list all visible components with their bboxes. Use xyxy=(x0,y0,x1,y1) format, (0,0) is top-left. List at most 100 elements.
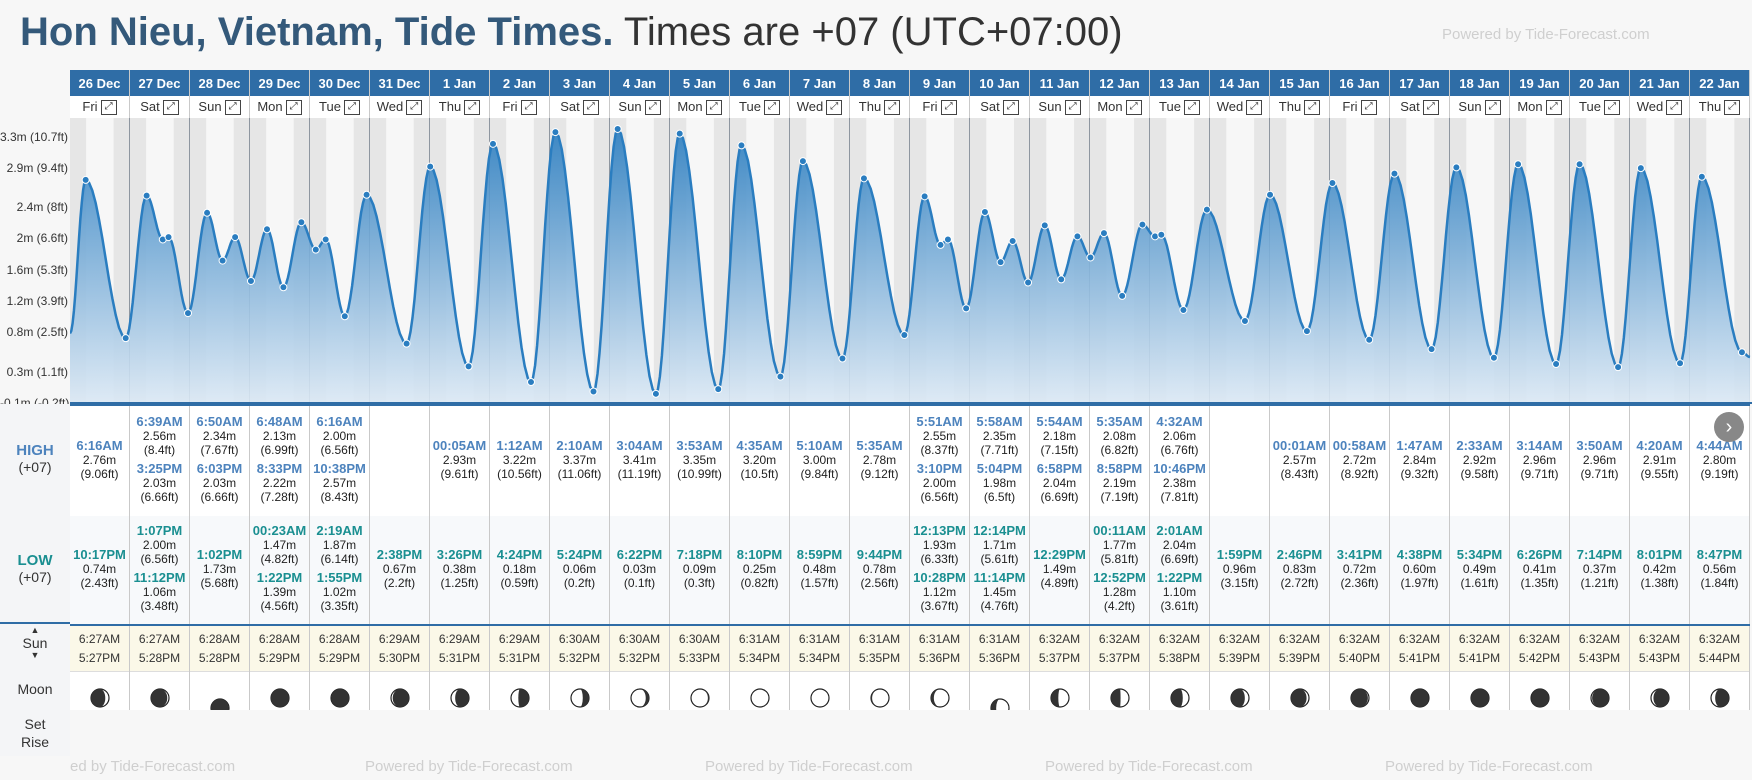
high-tide-meters: 2.22m xyxy=(262,476,297,490)
high-tide-meters: 3.41m xyxy=(622,452,657,467)
tide-point xyxy=(1697,172,1706,181)
expand-icon[interactable]: ⤢ xyxy=(1125,100,1142,116)
tide-point xyxy=(297,218,306,227)
sunrise-time: 6:29AM xyxy=(438,631,481,646)
expand-icon[interactable]: ⤢ xyxy=(884,100,901,116)
moon-cell: 12:24PM00:54AM xyxy=(1089,671,1150,710)
sun-legend[interactable]: ▲ Sun ▼ xyxy=(0,622,70,669)
expand-icon[interactable]: ⤢ xyxy=(1304,100,1321,116)
expand-icon[interactable]: ⤢ xyxy=(763,100,780,116)
expand-icon[interactable]: ⤢ xyxy=(1360,100,1377,116)
sunrise-time: 6:27AM xyxy=(138,631,181,646)
high-tide-meters: 2.38m xyxy=(1162,476,1197,490)
high-tide-meters: 2.35m xyxy=(982,429,1017,443)
low-tide-row: 10:17PM 0.74m (2.43ft) 1:07PM 2.00m (6.56ft) 1… xyxy=(70,516,1750,625)
low-tide-meters: 0.56m xyxy=(1702,561,1737,576)
sun-toggle-down-icon[interactable]: ▼ xyxy=(30,650,40,660)
sunset-time: 5:37PM xyxy=(1098,650,1141,665)
low-tide-time: 1:02PM xyxy=(196,546,243,562)
low-tide-feet: (1.57ft) xyxy=(800,575,839,590)
expand-icon[interactable]: ⤢ xyxy=(1064,100,1081,116)
expand-icon[interactable]: ⤢ xyxy=(1246,100,1263,116)
sunset-time: 5:41PM xyxy=(1398,650,1441,665)
low-tide-cell: 6:22PM 0.03m (0.1ft) xyxy=(609,516,670,625)
tide-point xyxy=(1328,179,1337,188)
moon-cell: 4:17PM5:17AM xyxy=(1389,671,1450,710)
expand-icon[interactable]: ⤢ xyxy=(1422,100,1439,116)
weekday-cell: Wed ⤢ xyxy=(1629,96,1690,118)
expand-icon[interactable]: ⤢ xyxy=(1724,100,1741,116)
moon-phase-icon xyxy=(569,688,590,708)
moon-cell: 8:08AM7:37PM xyxy=(669,671,730,710)
expand-icon[interactable]: ⤢ xyxy=(464,100,481,116)
date-label: 6 Jan xyxy=(742,75,777,91)
timezone-note: Times are +07 (UTC+07:00) xyxy=(623,10,1123,54)
low-tide-cell: 9:44PM 0.78m (2.56ft) xyxy=(849,516,910,625)
low-tide-cell: 00:11AM 1.77m (5.81ft) 12:52PM 1.28m (4.2ft) xyxy=(1089,516,1150,625)
low-tide-meters: 0.41m xyxy=(1522,561,1557,576)
low-tide-feet: (5.61ft) xyxy=(980,552,1019,566)
low-tide-meters: 0.67m xyxy=(382,561,417,576)
expand-icon[interactable]: ⤢ xyxy=(940,100,957,116)
expand-icon[interactable]: ⤢ xyxy=(520,100,537,116)
expand-icon[interactable]: ⤢ xyxy=(285,100,302,116)
high-tide-feet: (8.43ft) xyxy=(320,490,359,504)
low-tide-cell: 5:34PM 0.49m (1.61ft) xyxy=(1449,516,1510,625)
low-tide-meters: 1.02m xyxy=(322,585,357,599)
expand-icon[interactable]: ⤢ xyxy=(826,100,843,116)
date-cell: 4 Jan xyxy=(609,70,670,96)
y-tick-label: 2m (6.6ft) xyxy=(16,231,68,246)
sunset-time: 5:39PM xyxy=(1218,650,1261,665)
high-tide-cell: 1:47AM 2.84m (9.32ft) xyxy=(1389,404,1450,516)
weekday-label: Tue xyxy=(319,98,341,114)
sunset-time: 5:36PM xyxy=(978,650,1021,665)
high-tide-time: 5:10AM xyxy=(796,437,843,453)
expand-icon[interactable]: ⤢ xyxy=(1545,100,1562,116)
expand-icon[interactable]: ⤢ xyxy=(100,100,117,116)
sun-label: Sun xyxy=(22,635,48,651)
high-tide-meters: 2.76m xyxy=(82,452,117,467)
low-tide-time: 1:22PM xyxy=(256,570,303,585)
date-label: 20 Jan xyxy=(1579,75,1620,91)
low-tide-time: 1:59PM xyxy=(1216,546,1263,562)
expand-icon[interactable]: ⤢ xyxy=(1484,100,1501,116)
low-tide-feet: (3.35ft) xyxy=(320,599,359,613)
next-arrow-icon[interactable]: › xyxy=(1714,412,1744,442)
expand-icon[interactable]: ⤢ xyxy=(644,100,661,116)
moon-phase-icon xyxy=(809,688,830,708)
low-tide-time: 8:59PM xyxy=(796,546,843,562)
expand-icon[interactable]: ⤢ xyxy=(224,100,241,116)
tide-point xyxy=(1489,353,1498,362)
expand-icon[interactable]: ⤢ xyxy=(1666,100,1683,116)
expand-icon[interactable]: ⤢ xyxy=(1183,100,1200,116)
high-tide-meters: 2.03m xyxy=(202,476,237,490)
sun-toggle-icon[interactable]: ▲ xyxy=(30,625,40,635)
high-tide-time: 10:46PM xyxy=(1153,461,1206,476)
expand-icon[interactable]: ⤢ xyxy=(1002,100,1019,116)
high-tide-time: 4:44AM xyxy=(1696,437,1743,453)
expand-icon[interactable]: ⤢ xyxy=(406,100,423,116)
expand-icon[interactable]: ⤢ xyxy=(1603,100,1620,116)
moon-cell: 11:48AM00:04AM xyxy=(1029,671,1090,710)
tide-point xyxy=(1452,163,1461,172)
low-tide-feet: (6.14ft) xyxy=(320,552,359,566)
tide-line xyxy=(70,126,1751,397)
tide-point xyxy=(1676,359,1685,368)
weekday-cell: Tue ⤢ xyxy=(309,96,370,118)
bottom-watermark-bar: ed by Tide-Forecast.com Powered by Tide-… xyxy=(0,756,1752,780)
expand-icon[interactable]: ⤢ xyxy=(343,100,360,116)
low-tide-feet: (1.38ft) xyxy=(1640,575,1679,590)
date-label: 26 Dec xyxy=(78,75,121,91)
expand-icon[interactable]: ⤢ xyxy=(705,100,722,116)
sunrise-time: 6:31AM xyxy=(798,631,841,646)
low-tide-cell: 00:23AM 1.47m (4.82ft) 1:22PM 1.39m (4.56ft) xyxy=(249,516,310,625)
low-tide-meters: 0.49m xyxy=(1462,561,1497,576)
low-tide-time: 9:44PM xyxy=(856,546,903,562)
high-tide-feet: (6.5ft) xyxy=(983,490,1016,504)
date-label: 18 Jan xyxy=(1459,75,1500,91)
high-tide-feet: (8.37ft) xyxy=(920,443,959,457)
expand-icon[interactable]: ⤢ xyxy=(582,100,599,116)
expand-icon[interactable]: ⤢ xyxy=(162,100,179,116)
high-tide-feet: (9.55ft) xyxy=(1640,466,1679,481)
sun-cell: 6:28AM 5:28PM xyxy=(189,624,250,672)
